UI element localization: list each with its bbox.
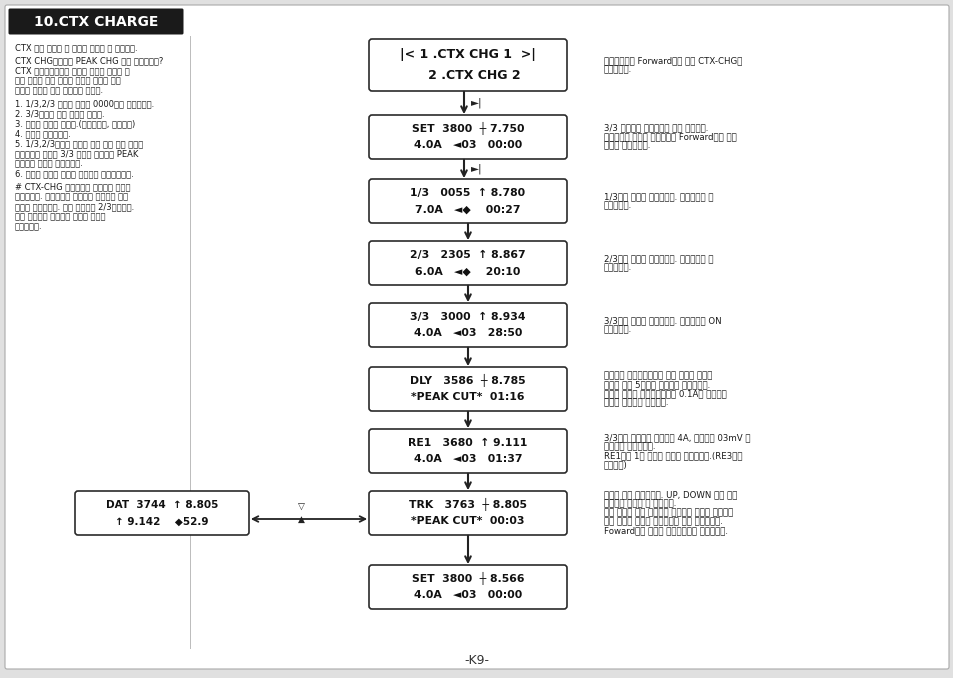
Text: 3/3   3000  ↑ 8.934: 3/3 3000 ↑ 8.934 xyxy=(410,312,525,321)
Text: 리피크를 시작합니다.: 리피크를 시작합니다. xyxy=(603,442,655,451)
Text: 3/3스텝 충전이 시작됩니다. 피크검출은 ON: 3/3스텝 충전이 시작됩니다. 피크검출은 ON xyxy=(603,316,720,325)
Text: 상태입니다.: 상태입니다. xyxy=(603,263,632,272)
Text: ►|: ►| xyxy=(471,98,482,108)
FancyBboxPatch shape xyxy=(369,565,566,609)
Text: 5. 1/3,2/3스텝은 설정이 되어 있지 않기 때문에: 5. 1/3,2/3스텝은 설정이 되어 있지 않기 때문에 xyxy=(15,139,143,148)
Text: 들어갑니다.: 들어갑니다. xyxy=(603,65,632,74)
Text: 2/3   2305  ↑ 8.867: 2/3 2305 ↑ 8.867 xyxy=(410,250,525,260)
Text: 4.0A   ◄03   01:37: 4.0A ◄03 01:37 xyxy=(414,454,521,464)
Text: ▲: ▲ xyxy=(297,515,304,523)
Text: RE1에서 1은 리피크 횟수를 표시합니다.(RE3까지: RE1에서 1은 리피크 횟수를 표시합니다.(RE3까지 xyxy=(603,451,741,460)
Text: 6. 충전이 끝나면 설정된 세팅대로 리피크합니다.: 6. 충전이 끝나면 설정된 세팅대로 리피크합니다. xyxy=(15,169,133,178)
Text: TRK   3763  ┼ 8.805: TRK 3763 ┼ 8.805 xyxy=(409,498,526,511)
Text: 데이터를 확인할 수 있습니다.: 데이터를 확인할 수 있습니다. xyxy=(603,500,676,508)
FancyBboxPatch shape xyxy=(369,303,566,347)
Text: 7.0A   ◄◆    00:27: 7.0A ◄◆ 00:27 xyxy=(415,204,520,214)
Text: 싶다면 아래와 같이 설정하면 됩니다.: 싶다면 아래와 같이 설정하면 됩니다. xyxy=(15,86,103,95)
Text: CTX 충전 중에는 각 세팅을 변경할 수 없습니다.: CTX 충전 중에는 각 세팅을 변경할 수 없습니다. xyxy=(15,43,137,52)
Text: 리피크를 설정하였으므로 피크 컷으로 충전이: 리피크를 설정하였으므로 피크 컷으로 충전이 xyxy=(603,371,712,380)
FancyBboxPatch shape xyxy=(5,5,948,669)
Text: 3/3스텝 설정값인 충전전류 4A, 델타피크 03mV 로: 3/3스텝 설정값인 충전전류 4A, 델타피크 03mV 로 xyxy=(603,433,750,442)
FancyBboxPatch shape xyxy=(369,115,566,159)
Text: SET  3800  ┼ 7.750: SET 3800 ┼ 7.750 xyxy=(412,122,524,135)
Text: # CTX-CHG 모드에서도 롱록아웃 충전이: # CTX-CHG 모드에서도 롱록아웃 충전이 xyxy=(15,182,131,191)
Text: 10.CTX CHARGE: 10.CTX CHARGE xyxy=(33,14,158,28)
Text: 트리클 차지를 설정하였으므로 0.1A의 미세전류: 트리클 차지를 설정하였으므로 0.1A의 미세전류 xyxy=(603,389,726,398)
Text: 6.0A   ◄◆    20:10: 6.0A ◄◆ 20:10 xyxy=(415,266,520,277)
Text: DAT  3744  ↑ 8.805: DAT 3744 ↑ 8.805 xyxy=(106,500,218,510)
FancyBboxPatch shape xyxy=(369,241,566,285)
FancyBboxPatch shape xyxy=(369,367,566,411)
Text: 우측 키마크는 롱록아웃 타임이 지나면: 우측 키마크는 롱록아웃 타임이 지나면 xyxy=(15,212,106,221)
Text: ►|: ►| xyxy=(471,164,482,174)
Text: 3. 리피크 설정을 합니다.(딜레이시간, 용량제한): 3. 리피크 설정을 합니다.(딜레이시간, 용량제한) xyxy=(15,119,135,128)
Text: 1/3스텝 충전이 시작됩니다. 피크검출은 락: 1/3스텝 충전이 시작됩니다. 피크검출은 락 xyxy=(603,192,713,201)
Text: 사라집니다.: 사라집니다. xyxy=(15,222,43,231)
Text: 1/3   0055  ↑ 8.780: 1/3 0055 ↑ 8.780 xyxy=(410,188,525,198)
Text: 오토스타트 시간을 설정하거나 Forward키를 눌러: 오토스타트 시간을 설정하거나 Forward키를 눌러 xyxy=(603,132,736,142)
FancyBboxPatch shape xyxy=(9,9,183,35)
Text: 충전이 완전 끝났습니다. UP, DOWN 키를 눌러: 충전이 완전 끝났습니다. UP, DOWN 키를 눌러 xyxy=(603,490,737,500)
Text: 있기 때문에 충전 종료후 리피크 충전을 하고: 있기 때문에 충전 종료후 리피크 충전을 하고 xyxy=(15,76,121,85)
Text: |< 1 .CTX CHG 1  >|: |< 1 .CTX CHG 1 >| xyxy=(399,48,536,62)
Text: 2 .CTX CHG 2: 2 .CTX CHG 2 xyxy=(415,68,520,81)
Text: 적은 용량은 피크 볼티지에 도달했을 당시의 용량이며: 적은 용량은 피크 볼티지에 도달했을 당시의 용량이며 xyxy=(603,508,733,517)
Text: 충전이 진행되고 있습니다.: 충전이 진행되고 있습니다. xyxy=(603,398,668,407)
Text: 메인메뉴에서 Forward키를 눌러 CTX-CHG로: 메인메뉴에서 Forward키를 눌러 CTX-CHG로 xyxy=(603,56,741,65)
Text: 충전을 시작합니다.: 충전을 시작합니다. xyxy=(603,142,650,151)
Text: 가능합니다. 롱록아웃을 설정하면 키마크가 두개: 가능합니다. 롱록아웃을 설정하면 키마크가 두개 xyxy=(15,192,128,201)
Text: 상태입니다.: 상태입니다. xyxy=(603,325,632,334)
Text: 4.0A   ◄03   00:00: 4.0A ◄03 00:00 xyxy=(414,140,521,151)
Text: 4.0A   ◄03   28:50: 4.0A ◄03 28:50 xyxy=(414,328,521,338)
Text: *PEAK CUT*  01:16: *PEAK CUT* 01:16 xyxy=(411,393,524,402)
Text: 4. 충전을 시작합니다.: 4. 충전을 시작합니다. xyxy=(15,129,71,138)
Text: 충전시작과 동시에 3/3 스텝만 적용되어 PEAK: 충전시작과 동시에 3/3 스텝만 적용되어 PEAK xyxy=(15,149,138,158)
Text: 종료된 뒤에 5분간의 딜레이가 적용됩니다.: 종료된 뒤에 5분간의 딜레이가 적용됩니다. xyxy=(603,380,709,389)
Text: 3/3 세팅값이 디스플레이 되어 있습니다.: 3/3 세팅값이 디스플레이 되어 있습니다. xyxy=(603,123,708,132)
Text: 2. 3/3스텝만 충전 설정을 합니다.: 2. 3/3스텝만 충전 설정을 합니다. xyxy=(15,109,105,118)
Text: -K9-: -K9- xyxy=(464,654,489,666)
Text: CTX 차지모드에서는 리피크 차지를 설정할 수: CTX 차지모드에서는 리피크 차지를 설정할 수 xyxy=(15,66,130,75)
Text: ▽: ▽ xyxy=(297,502,304,511)
Text: 많은 용량은 충전이 종료되었을 때의 용량입니다.: 많은 용량은 충전이 종료되었을 때의 용량입니다. xyxy=(603,517,722,527)
Text: 설정가능): 설정가능) xyxy=(603,460,627,469)
FancyBboxPatch shape xyxy=(369,179,566,223)
Text: 차지처럼 충전이 진행됩니다.: 차지처럼 충전이 진행됩니다. xyxy=(15,159,83,168)
Text: 2/3스텝 충전이 시작됩니다. 피크검출은 락: 2/3스텝 충전이 시작됩니다. 피크검출은 락 xyxy=(603,254,713,263)
Text: 동시에 표시됩니다. 좌측 키마크는 2/3스텝까지.: 동시에 표시됩니다. 좌측 키마크는 2/3스텝까지. xyxy=(15,202,134,211)
FancyBboxPatch shape xyxy=(369,429,566,473)
Text: *PEAK CUT*  00:03: *PEAK CUT* 00:03 xyxy=(411,517,524,526)
Text: 상태입니다.: 상태입니다. xyxy=(603,201,632,210)
FancyBboxPatch shape xyxy=(75,491,249,535)
Text: RE1   3680  ↑ 9.111: RE1 3680 ↑ 9.111 xyxy=(408,437,527,447)
FancyBboxPatch shape xyxy=(369,39,566,91)
FancyBboxPatch shape xyxy=(369,491,566,535)
Text: SET  3800  ┼ 8.566: SET 3800 ┼ 8.566 xyxy=(412,572,524,585)
Text: Foward키를 누르면 초기화면으로 돌아갑니다.: Foward키를 누르면 초기화면으로 돌아갑니다. xyxy=(603,527,727,536)
Text: 4.0A   ◄03   00:00: 4.0A ◄03 00:00 xyxy=(414,591,521,600)
Text: ↑ 9.142    ◆52.9: ↑ 9.142 ◆52.9 xyxy=(115,517,209,526)
Text: DLY   3586  ┼ 8.785: DLY 3586 ┼ 8.785 xyxy=(410,374,525,387)
Text: CTX CHG모드에서 PEAK CHG 처럼 충전하려면?: CTX CHG모드에서 PEAK CHG 처럼 충전하려면? xyxy=(15,56,163,65)
Text: 1. 1/3,2/3 스텝의 용량을 0000으로 설정합니다.: 1. 1/3,2/3 스텝의 용량을 0000으로 설정합니다. xyxy=(15,99,154,108)
